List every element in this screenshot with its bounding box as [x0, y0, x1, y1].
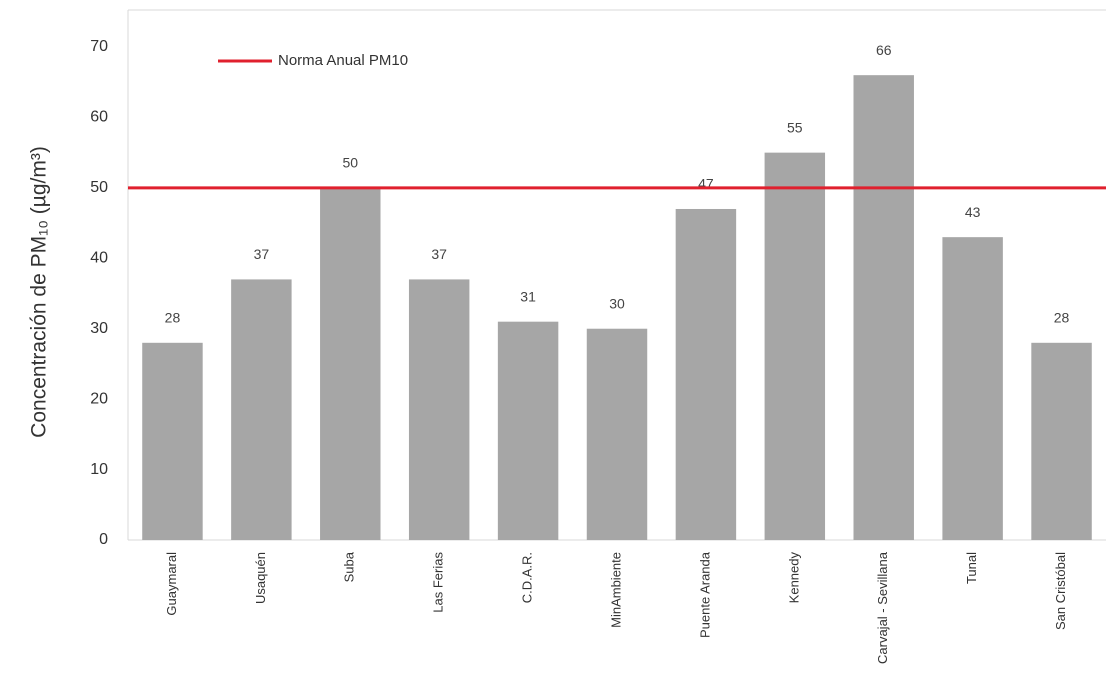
bar — [1031, 342, 1092, 540]
bar — [675, 208, 737, 540]
x-tick-label: Carvajal - Sevillana — [875, 551, 890, 664]
value-label: 28 — [1054, 310, 1070, 326]
y-tick-label: 40 — [90, 250, 108, 267]
value-label: 37 — [431, 246, 447, 262]
value-label: 43 — [965, 204, 981, 220]
y-tick-label: 30 — [90, 320, 108, 337]
value-label: 66 — [876, 42, 892, 58]
y-tick-label: 70 — [90, 38, 108, 55]
x-tick-label: C.D.A.R. — [520, 552, 535, 603]
x-tick-label: Puente Aranda — [697, 551, 712, 638]
value-label: 28 — [165, 310, 181, 326]
value-label: 37 — [254, 246, 270, 262]
x-tick-label: Suba — [342, 551, 357, 582]
value-label: 50 — [342, 155, 358, 171]
bar — [586, 328, 648, 540]
y-tick-label: 60 — [90, 109, 108, 126]
bar — [497, 321, 559, 540]
value-label: 31 — [520, 288, 536, 304]
bar — [764, 152, 826, 540]
bar — [320, 187, 381, 540]
y-tick-label: 10 — [90, 461, 108, 478]
y-axis-label: Concentración de PM₁₀ (µg/m³) — [28, 146, 51, 438]
value-label: 30 — [609, 295, 625, 311]
legend-label: Norma Anual PM10 — [278, 52, 408, 69]
x-tick-label: MinAmbiente — [608, 552, 623, 628]
bar — [853, 75, 914, 541]
y-tick-label: 50 — [90, 179, 108, 196]
x-tick-label: San Cristóbal — [1053, 552, 1068, 630]
bar — [231, 279, 292, 540]
value-label: 55 — [787, 119, 803, 135]
bar — [408, 279, 470, 540]
y-tick-label: 20 — [90, 390, 108, 407]
x-tick-label: Las Ferias — [431, 552, 446, 613]
x-tick-label: Usaquén — [253, 552, 268, 604]
x-tick-label: Guaymaral — [164, 552, 179, 616]
x-tick-label: Tunal — [964, 552, 979, 584]
y-tick-label: 0 — [99, 531, 108, 548]
bar — [142, 342, 203, 540]
bar — [942, 237, 1003, 540]
x-tick-label: Kennedy — [786, 552, 801, 604]
